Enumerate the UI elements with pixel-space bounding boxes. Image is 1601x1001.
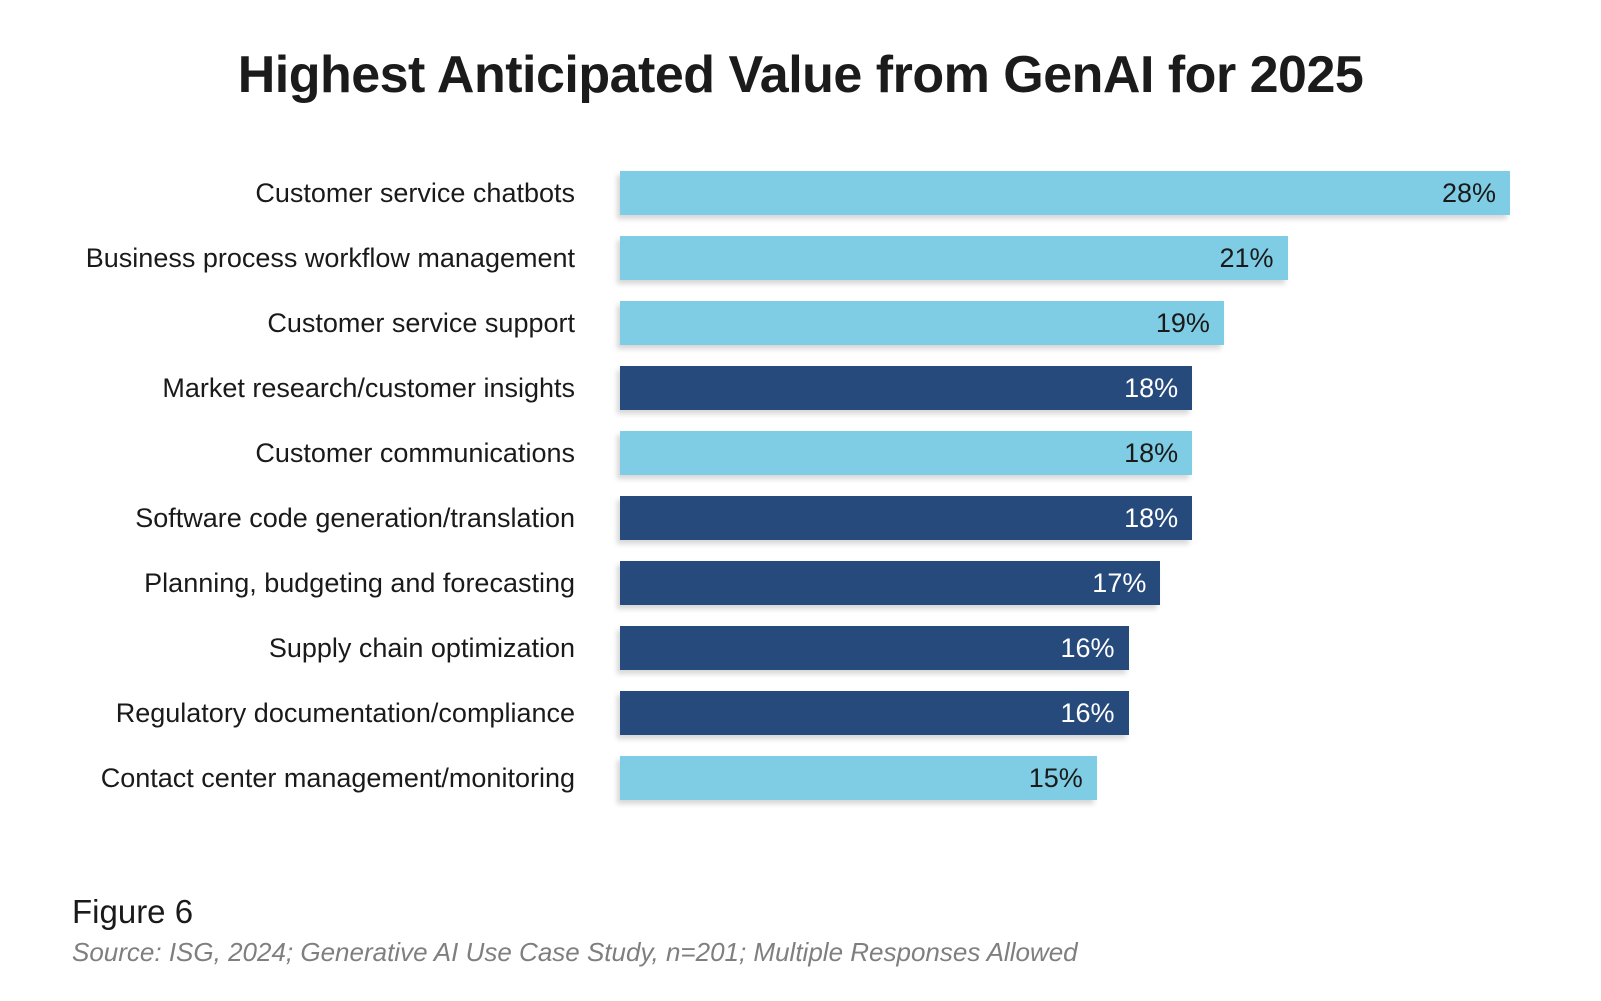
- category-label: Customer service support: [267, 307, 575, 338]
- bar-track: 18%: [620, 496, 1510, 540]
- category-label: Supply chain optimization: [268, 632, 575, 663]
- chart-row: Planning, budgeting and forecasting 17%: [0, 561, 1601, 605]
- bar: 16%: [620, 626, 1129, 670]
- bar-value-label: 18%: [1124, 502, 1179, 533]
- category-label: Contact center management/monitoring: [100, 762, 575, 793]
- bar-chart: Customer service chatbots 28% Business pro…: [0, 171, 1601, 800]
- bar-track: 18%: [620, 366, 1510, 410]
- bar-value-label: 18%: [1124, 372, 1179, 403]
- chart-row: Business process workflow management 21%: [0, 236, 1601, 280]
- chart-row: Supply chain optimization 16%: [0, 626, 1601, 670]
- bar: 16%: [620, 691, 1129, 735]
- bar: 28%: [620, 171, 1510, 215]
- bar: 18%: [620, 366, 1193, 410]
- bar-track: 16%: [620, 691, 1510, 735]
- chart-row: Contact center management/monitoring 15%: [0, 756, 1601, 800]
- chart-title: Highest Anticipated Value from GenAI for…: [237, 46, 1364, 104]
- category-label: Planning, budgeting and forecasting: [144, 567, 575, 598]
- category-label: Customer communications: [255, 437, 575, 468]
- source-citation: Source: ISG, 2024; Generative AI Use Cas…: [72, 937, 1078, 967]
- bar-value-label: 28%: [1441, 177, 1496, 208]
- bar-track: 17%: [620, 561, 1510, 605]
- bar-value-label: 16%: [1060, 697, 1115, 728]
- figure-footer: Figure 6 Source: ISG, 2024; Generative A…: [72, 893, 1078, 968]
- bar: 17%: [620, 561, 1161, 605]
- chart-row: Regulatory documentation/compliance 16%: [0, 691, 1601, 735]
- bar: 15%: [620, 756, 1097, 800]
- bar-track: 28%: [620, 171, 1510, 215]
- chart-row: Customer service support 19%: [0, 301, 1601, 345]
- bar: 19%: [620, 301, 1224, 345]
- bar-track: 15%: [620, 756, 1510, 800]
- figure-number-label: Figure 6: [72, 893, 194, 930]
- bar-track: 21%: [620, 236, 1510, 280]
- chart-row: Software code generation/translation 18%: [0, 496, 1601, 540]
- bar-value-label: 17%: [1092, 567, 1147, 598]
- bar-value-label: 15%: [1028, 762, 1083, 793]
- category-label: Customer service chatbots: [255, 177, 575, 208]
- bar: 21%: [620, 236, 1288, 280]
- chart-row: Market research/customer insights 18%: [0, 366, 1601, 410]
- chart-rows: Customer service chatbots 28% Business pro…: [0, 171, 1601, 800]
- bar-track: 18%: [620, 431, 1510, 475]
- category-label: Market research/customer insights: [162, 372, 575, 403]
- bar-value-label: 18%: [1124, 437, 1179, 468]
- category-label: Business process workflow management: [85, 242, 575, 273]
- category-label: Software code generation/translation: [135, 502, 575, 533]
- bar-value-label: 16%: [1060, 632, 1115, 663]
- category-label: Regulatory documentation/compliance: [115, 697, 575, 728]
- bar-track: 19%: [620, 301, 1510, 345]
- chart-row: Customer service chatbots 28%: [0, 171, 1601, 215]
- bar-value-label: 21%: [1219, 242, 1274, 273]
- bar: 18%: [620, 496, 1193, 540]
- bar-value-label: 19%: [1155, 307, 1210, 338]
- chart-row: Customer communications 18%: [0, 431, 1601, 475]
- bar-track: 16%: [620, 626, 1510, 670]
- bar: 18%: [620, 431, 1193, 475]
